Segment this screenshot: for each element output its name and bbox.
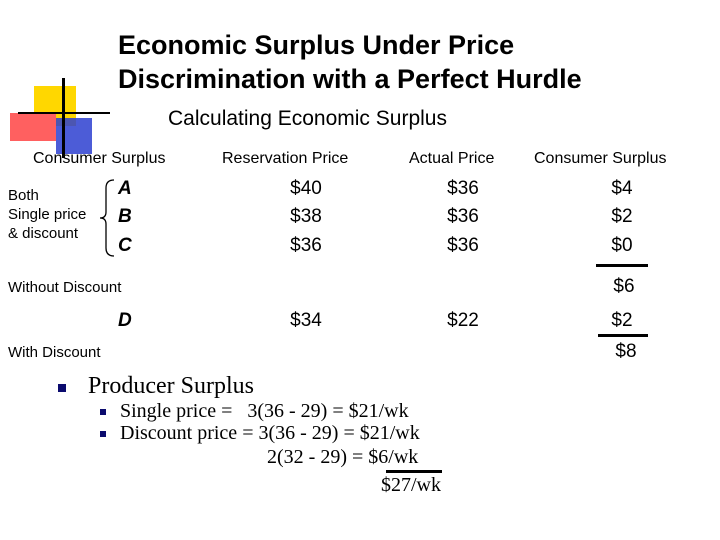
single-price-line: Single price = 3(36 - 29) = $21/wk — [120, 400, 409, 422]
without-discount-total: $6 — [613, 276, 635, 297]
producer-surplus-total: $27/wk — [381, 474, 441, 496]
actual-d: $22 — [447, 310, 479, 331]
consumer-c: C — [118, 235, 132, 256]
surplus-b: $2 — [611, 206, 633, 227]
slide-title: Economic Surplus Under Price Discriminat… — [118, 28, 582, 96]
sum-line-2 — [598, 334, 648, 337]
consumer-d: D — [118, 310, 132, 331]
header-consumer-surplus: Consumer Surplus — [534, 150, 667, 167]
without-discount-label: Without Discount — [8, 279, 122, 296]
brace-icon — [99, 179, 115, 257]
actual-a: $36 — [447, 178, 479, 199]
producer-surplus-heading: Producer Surplus — [88, 373, 254, 399]
title-line-1: Economic Surplus Under Price — [118, 30, 515, 60]
consumer-b: B — [118, 206, 132, 227]
logo-horizontal-line — [18, 112, 110, 114]
brace-label: Both Single price & discount — [8, 186, 86, 243]
logo-red-square — [10, 113, 56, 141]
title-line-2: Discrimination with a Perfect Hurdle — [118, 64, 582, 94]
actual-b: $36 — [447, 206, 479, 227]
reservation-b: $38 — [290, 206, 322, 227]
brace-label-line1: Both — [8, 187, 39, 204]
consumer-a: A — [118, 178, 132, 199]
bullet-icon — [58, 384, 66, 392]
reservation-a: $40 — [290, 178, 322, 199]
sub-bullet-icon-2 — [100, 431, 106, 437]
header-actual-price: Actual Price — [409, 150, 495, 167]
surplus-a: $4 — [611, 178, 633, 199]
reservation-d: $34 — [290, 310, 322, 331]
brace-label-line3: & discount — [8, 225, 79, 242]
discount-price-line-2: 2(32 - 29) = $6/wk — [267, 446, 419, 468]
slide-subtitle: Calculating Economic Surplus — [168, 107, 447, 130]
with-discount-total: $8 — [615, 341, 637, 362]
logo-vertical-line — [62, 78, 65, 158]
brace-label-line2: Single price — [8, 206, 87, 223]
sub-bullet-icon-1 — [100, 409, 106, 415]
sum-line-3 — [386, 470, 442, 473]
actual-c: $36 — [447, 235, 479, 256]
header-reservation-price: Reservation Price — [222, 150, 349, 167]
discount-price-line: Discount price = 3(36 - 29) = $21/wk — [120, 422, 420, 444]
surplus-c: $0 — [611, 235, 633, 256]
with-discount-label: With Discount — [8, 344, 101, 361]
header-consumer: Consumer Surplus — [33, 150, 166, 167]
reservation-c: $36 — [290, 235, 322, 256]
surplus-d: $2 — [611, 310, 633, 331]
sum-line-1 — [596, 264, 648, 267]
